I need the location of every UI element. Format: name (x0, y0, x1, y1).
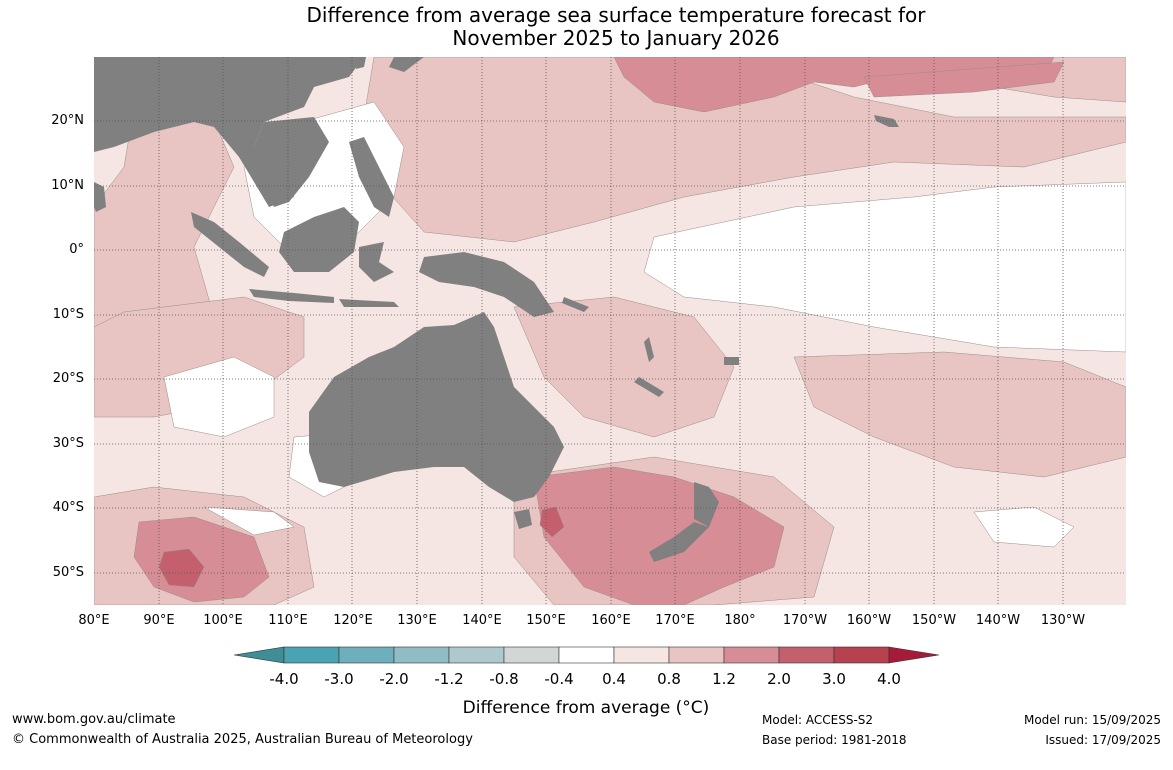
map-title: Difference from average sea surface temp… (0, 4, 1173, 50)
colorbar-tick: 4.0 (877, 670, 901, 688)
java (249, 289, 334, 303)
colorbar-cell (283, 646, 340, 664)
anomaly-shading (94, 57, 1126, 605)
neutral-zone-indian-subtropic (163, 356, 275, 438)
lon-label: 90°E (143, 613, 175, 628)
japan-south (389, 57, 424, 72)
lat-label: 40°S (52, 500, 84, 515)
colorbar-cell (448, 646, 505, 664)
lat-label: 0° (69, 242, 84, 257)
indochina (254, 117, 329, 207)
tasmania (514, 509, 532, 529)
copyright-text: © Commonwealth of Australia 2025, Austra… (12, 732, 473, 747)
colorbar-label: Difference from average (°C) (462, 698, 710, 718)
colorbar-cell (668, 646, 725, 664)
colorbar-tick: -3.0 (324, 670, 354, 688)
fiji (724, 357, 739, 365)
lon-label: 150°W (911, 613, 957, 628)
colorbar (234, 646, 940, 664)
colorbar-tick: 3.0 (822, 670, 846, 688)
philippines (349, 137, 394, 217)
lon-label: 160°E (591, 613, 631, 628)
lon-label: 170°E (655, 613, 695, 628)
lat-label: 20°S (52, 371, 84, 386)
anomaly-zone-central-pacific (363, 57, 1126, 243)
lon-label: 140°E (462, 613, 502, 628)
solomon-islands (562, 297, 589, 312)
colorbar-tick: 0.4 (602, 670, 626, 688)
lon-label: 170°W (782, 613, 828, 628)
colorbar-cell (833, 646, 890, 664)
colorbar-tick: 2.0 (767, 670, 791, 688)
colorbar-tick: -4.0 (269, 670, 299, 688)
lat-label: 50°S (52, 565, 84, 580)
colorbar-tick: 1.2 (712, 670, 736, 688)
colorbar-tick: 0.8 (657, 670, 681, 688)
lon-label: 100°E (203, 613, 243, 628)
anomaly-zone-tasman (533, 466, 785, 605)
colorbar-cell (778, 646, 835, 664)
vanuatu (644, 337, 654, 362)
sumatra (191, 212, 269, 277)
lat-label: 10°S (52, 307, 84, 322)
new-zealand-north (694, 482, 719, 527)
colorbar-cell (503, 646, 560, 664)
lon-label: 120°E (333, 613, 373, 628)
borneo (279, 207, 359, 272)
lat-label: 30°S (52, 436, 84, 451)
lon-label: 150°E (526, 613, 566, 628)
neutral-zone-south-ocean-west (203, 506, 295, 536)
anomaly-zone-south-pacific-east (793, 351, 1126, 478)
anomaly-zone-tasman-hot (539, 506, 565, 538)
lon-label: 130°W (1040, 613, 1086, 628)
sst-anomaly-map (94, 57, 1126, 605)
neutral-zone-equatorial-pacific (643, 181, 1126, 353)
lesser-sunda (339, 299, 399, 307)
website-text: www.bom.gov.au/climate (12, 712, 176, 727)
title-line-1: Difference from average sea surface temp… (306, 3, 926, 27)
lon-label: 130°E (397, 613, 437, 628)
model-run-text: Model run: 15/09/2025 (1023, 713, 1161, 727)
colorbar-cell (558, 646, 615, 664)
sri-lanka (94, 182, 106, 212)
taiwan (356, 57, 366, 69)
new-zealand-south (649, 522, 709, 562)
colorbar-extend-low (234, 646, 285, 664)
land (94, 57, 899, 562)
sulawesi (359, 242, 394, 282)
lon-label: 140°W (975, 613, 1021, 628)
new-guinea (419, 252, 554, 317)
model-text: Model: ACCESS-S2 (762, 713, 874, 727)
neutral-zone-east-pacific-south (973, 506, 1075, 548)
lon-label: 110°E (268, 613, 308, 628)
lat-label: 10°N (51, 178, 84, 193)
lon-label: 80°E (78, 613, 110, 628)
lat-label: 20°N (51, 113, 84, 128)
colorbar-cell (723, 646, 780, 664)
colorbar-extend-high (888, 646, 940, 664)
colorbar-tick: -1.2 (434, 670, 464, 688)
lon-label: 160°W (846, 613, 892, 628)
colorbar-tick: -2.0 (379, 670, 409, 688)
graticule (94, 57, 1126, 605)
australia (309, 312, 564, 502)
new-caledonia (634, 377, 664, 397)
lon-label: 180° (724, 613, 756, 628)
base-period-text: Base period: 1981-2018 (762, 733, 907, 747)
colorbar-cell (393, 646, 450, 664)
colorbar-cell (338, 646, 395, 664)
colorbar-cell (613, 646, 670, 664)
anomaly-zone-coral-sea (513, 296, 735, 438)
title-line-2: November 2025 to January 2026 (452, 26, 780, 50)
issued-text: Issued: 17/09/2025 (1045, 733, 1161, 747)
asia-mainland (94, 57, 364, 207)
anomaly-zone-north-pacific-east (863, 61, 1065, 98)
colorbar-tick: -0.4 (544, 670, 574, 688)
colorbar-tick: -0.8 (489, 670, 519, 688)
